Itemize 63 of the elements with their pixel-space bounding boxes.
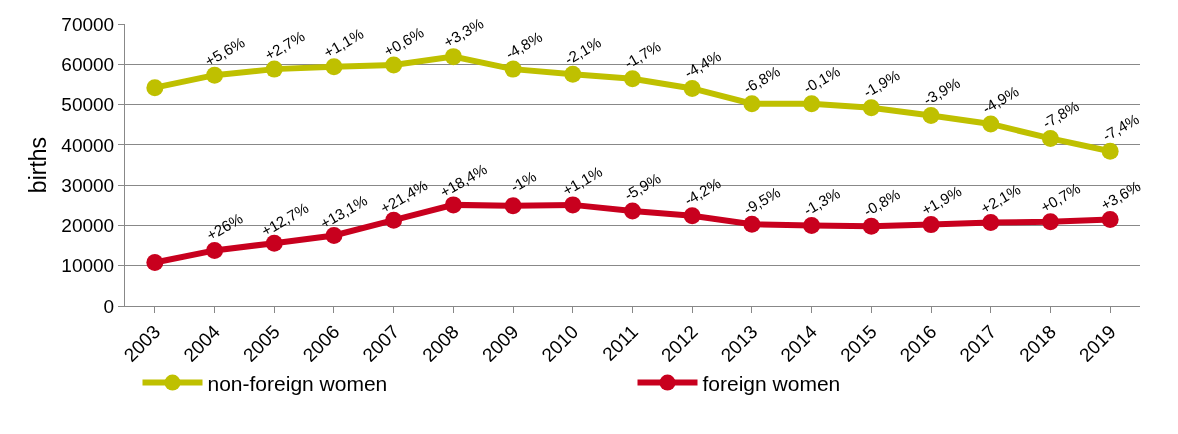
point <box>504 197 522 215</box>
annotation: -5,9% <box>621 169 664 204</box>
point <box>743 215 761 233</box>
point <box>624 202 641 220</box>
point <box>683 207 701 225</box>
y-tick-label: 30000 <box>61 174 115 196</box>
point <box>325 227 343 244</box>
annotation: -1,9% <box>860 66 903 101</box>
legend-label: foreign women <box>702 371 841 395</box>
annotation: -1,3% <box>800 184 843 219</box>
point <box>922 106 940 124</box>
point <box>683 79 701 97</box>
point <box>564 196 582 214</box>
point <box>206 241 224 259</box>
point <box>862 217 880 235</box>
annotation: -9,5% <box>740 183 783 218</box>
point <box>624 70 641 88</box>
point <box>325 58 343 76</box>
y-tick-label: 70000 <box>61 13 115 35</box>
point <box>385 211 403 229</box>
annotation: -7,4% <box>1099 110 1142 145</box>
annotation: -2,1% <box>561 33 604 68</box>
point <box>1101 142 1119 160</box>
y-tick-label: 20000 <box>61 215 115 237</box>
annotation: +26% <box>203 209 246 244</box>
point <box>265 60 283 78</box>
point <box>504 60 522 78</box>
y-axis-title: births <box>24 136 51 194</box>
annotation: -4,8% <box>502 28 545 63</box>
point <box>862 99 880 117</box>
y-tick-label: 40000 <box>61 134 115 156</box>
annotation: -7,8% <box>1039 97 1082 132</box>
point <box>803 95 821 113</box>
point <box>982 115 1000 133</box>
annotation: -4,2% <box>681 174 724 209</box>
point <box>922 216 940 234</box>
annotation: -0,1% <box>800 62 843 97</box>
annotation: -1,7% <box>621 37 664 72</box>
point <box>982 214 1000 232</box>
y-tick-label: 0 <box>103 295 115 317</box>
annotation: -3,9% <box>920 74 963 109</box>
y-tick-label: 50000 <box>61 94 115 116</box>
point <box>265 234 283 252</box>
legend-label: non-foreign women <box>207 371 388 395</box>
point <box>444 48 462 66</box>
point <box>803 216 821 234</box>
point <box>564 65 582 83</box>
point <box>743 95 761 113</box>
point <box>146 253 164 271</box>
annotation: -0,8% <box>860 185 903 220</box>
point <box>1101 210 1119 228</box>
annotation: -1% <box>507 167 540 196</box>
point <box>206 66 224 84</box>
point <box>444 196 462 214</box>
annotation: -4,9% <box>979 82 1022 117</box>
point <box>1041 213 1059 231</box>
point <box>1041 129 1059 147</box>
point <box>385 56 403 74</box>
point <box>146 79 164 97</box>
y-tick-label: 10000 <box>61 255 115 277</box>
annotation: -4,4% <box>681 47 724 82</box>
y-tick-label: 60000 <box>61 53 115 75</box>
annotation: -6,8% <box>740 62 783 97</box>
